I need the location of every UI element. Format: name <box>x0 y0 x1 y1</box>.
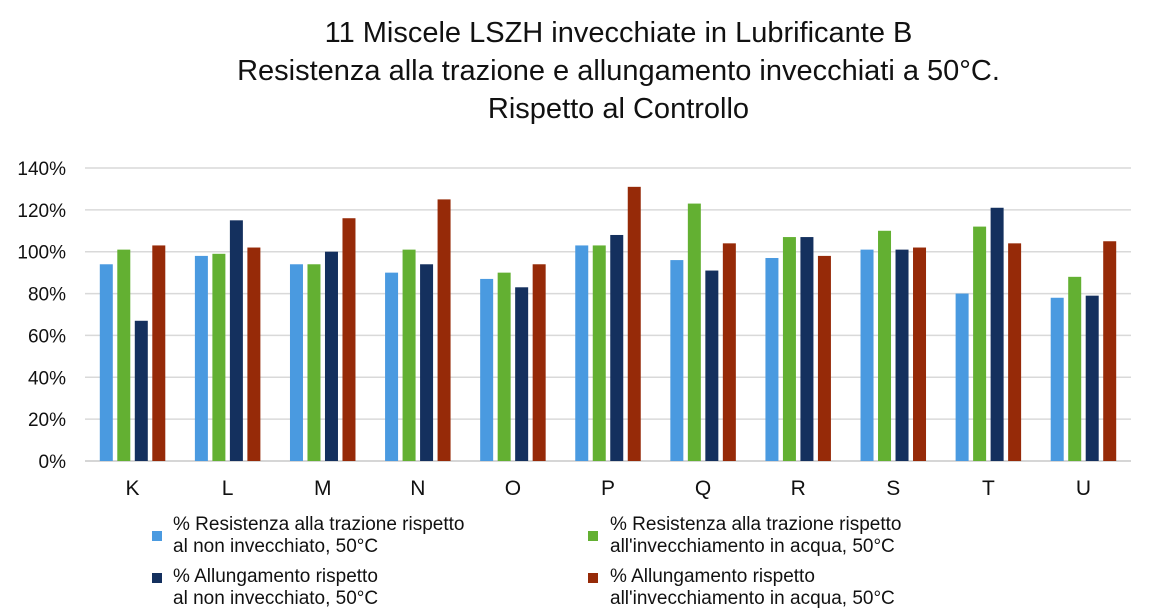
bar-q-series-3 <box>705 270 719 461</box>
bar-l-series-2 <box>212 253 226 461</box>
bar-r-series-3 <box>800 237 814 461</box>
x-tick-label-s: S <box>886 477 900 500</box>
legend-label-line: al non invecchiato, 50°C <box>173 588 379 609</box>
bar-t-series-1 <box>955 293 969 461</box>
x-tick-label-l: L <box>222 477 234 500</box>
bar-o-series-1 <box>480 278 494 461</box>
bar-l-series-1 <box>194 255 208 461</box>
y-tick-label: 120% <box>17 201 66 222</box>
bar-o-series-2 <box>497 272 511 461</box>
bar-o-series-4 <box>532 264 546 461</box>
bar-k-series-3 <box>134 320 148 461</box>
bar-r-series-4 <box>817 255 831 461</box>
x-tick-label-r: R <box>791 477 806 500</box>
y-tick-label: 40% <box>28 368 66 389</box>
bar-n-series-4 <box>437 199 451 461</box>
bar-r-series-2 <box>782 237 796 461</box>
bar-o-series-3 <box>515 287 529 461</box>
x-tick-label-o: O <box>505 477 521 500</box>
bar-u-series-2 <box>1068 276 1082 461</box>
bar-q-series-1 <box>670 260 684 461</box>
bar-k-series-2 <box>117 249 131 461</box>
y-tick-label: 80% <box>28 285 66 306</box>
chart-title-line-2: Resistenza alla trazione e allungamento … <box>237 55 1000 87</box>
y-tick-label: 60% <box>28 326 66 347</box>
legend-swatch <box>588 573 598 583</box>
bar-k-series-4 <box>152 245 166 461</box>
bar-t-series-2 <box>973 226 987 461</box>
legend-label-line: % Resistenza alla trazione rispetto <box>610 514 902 535</box>
bar-s-series-4 <box>913 247 927 461</box>
x-tick-label-u: U <box>1076 477 1091 500</box>
legend-swatch <box>152 573 162 583</box>
bar-s-series-2 <box>878 230 892 461</box>
bar-n-series-2 <box>402 249 416 461</box>
bar-n-series-3 <box>420 264 434 461</box>
chart-title-line-3: Rispetto al Controllo <box>487 93 750 125</box>
legend-label-line: % Allungamento rispetto <box>610 566 815 587</box>
bar-k-series-1 <box>99 264 113 461</box>
y-tick-label: 140% <box>17 159 66 180</box>
chart-title-line-1: 11 Miscele LSZH invecchiate in Lubrifica… <box>324 17 913 49</box>
chart-title: 11 Miscele LSZH invecchiate in Lubrifica… <box>0 14 1151 128</box>
x-tick-label-t: T <box>982 477 995 500</box>
y-tick-label: 0% <box>39 452 67 473</box>
x-tick-label-p: P <box>601 477 615 500</box>
bar-m-series-3 <box>324 251 338 461</box>
bar-t-series-3 <box>990 207 1004 461</box>
legend-label-line: all'invecchiamento in acqua, 50°C <box>610 536 895 557</box>
legend-label-line: % Allungamento rispetto <box>173 566 378 587</box>
y-tick-label: 20% <box>28 410 66 431</box>
bar-q-series-4 <box>722 243 736 461</box>
bar-t-series-4 <box>1008 243 1022 461</box>
bar-s-series-3 <box>895 249 909 461</box>
legend-label-line: al non invecchiato, 50°C <box>173 536 379 557</box>
x-tick-label-q: Q <box>695 477 711 500</box>
bar-m-series-1 <box>289 264 303 461</box>
legend-label-line: all'invecchiamento in acqua, 50°C <box>610 588 895 609</box>
bar-p-series-3 <box>610 234 624 461</box>
bar-p-series-4 <box>627 186 641 462</box>
bar-r-series-1 <box>765 257 779 461</box>
legend-swatch <box>152 531 162 541</box>
x-tick-label-k: K <box>126 477 140 500</box>
bar-n-series-1 <box>385 272 399 461</box>
bar-q-series-2 <box>687 203 701 462</box>
bar-p-series-1 <box>575 245 589 461</box>
bar-u-series-4 <box>1103 241 1117 461</box>
bar-m-series-4 <box>342 218 356 461</box>
bar-l-series-3 <box>229 220 243 461</box>
bar-s-series-1 <box>860 249 874 461</box>
bar-l-series-4 <box>247 247 261 461</box>
bar-m-series-2 <box>307 264 321 461</box>
legend-swatch <box>588 531 598 541</box>
bar-p-series-2 <box>592 245 606 461</box>
x-tick-label-n: N <box>410 477 425 500</box>
y-tick-label: 100% <box>17 243 66 264</box>
bar-u-series-1 <box>1050 297 1064 461</box>
x-tick-label-m: M <box>314 477 332 500</box>
legend-label-line: % Resistenza alla trazione rispetto <box>173 514 465 535</box>
bar-u-series-3 <box>1085 295 1099 461</box>
